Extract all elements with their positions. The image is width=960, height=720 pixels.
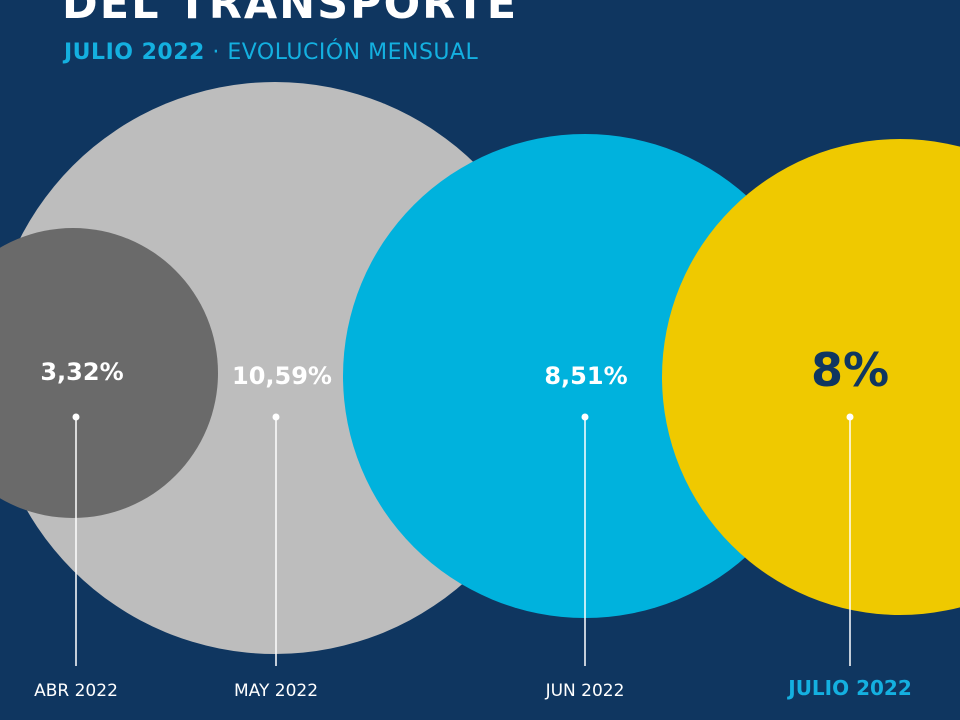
subtitle-description: EVOLUCIÓN MENSUAL bbox=[227, 40, 479, 65]
category-label-4: JULIO 2022 bbox=[786, 676, 912, 700]
value-label-4: 8% bbox=[811, 343, 889, 397]
value-label-1: 3,32% bbox=[40, 358, 123, 386]
category-label-2: MAY 2022 bbox=[234, 681, 318, 701]
category-label-3: JUN 2022 bbox=[545, 681, 625, 701]
bubble-1 bbox=[0, 228, 218, 518]
bubble-4 bbox=[662, 139, 960, 615]
category-label-1: ABR 2022 bbox=[34, 681, 118, 701]
leader-dot-4 bbox=[846, 413, 854, 421]
leader-dot-2 bbox=[272, 413, 280, 421]
subtitle-separator: · bbox=[204, 40, 228, 65]
value-label-2: 10,59% bbox=[232, 362, 332, 390]
subtitle-period: JULIO 2022 bbox=[64, 40, 205, 65]
leader-dot-1 bbox=[72, 413, 80, 421]
page-subtitle: JULIO 2022 · EVOLUCIÓN MENSUAL bbox=[64, 38, 478, 68]
leader-dot-3 bbox=[581, 413, 589, 421]
page-title: DEL TRANSPORTE bbox=[62, 0, 519, 29]
value-label-3: 8,51% bbox=[544, 362, 627, 390]
